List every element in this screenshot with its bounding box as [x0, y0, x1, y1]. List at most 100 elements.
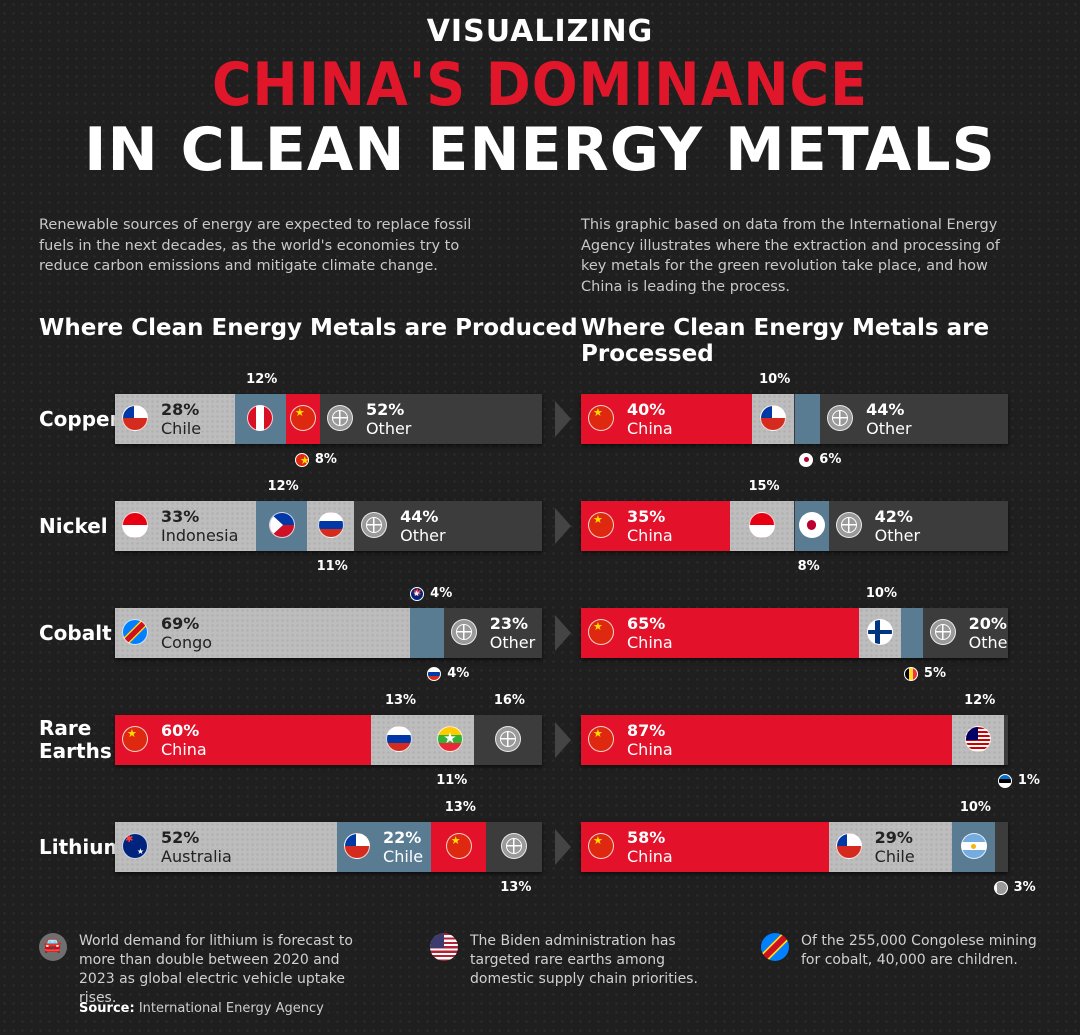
- outside-percent-label: 10%: [759, 372, 791, 387]
- globe-icon: [450, 619, 477, 645]
- segment-label: 29% Chile: [875, 828, 915, 866]
- segment-chile: 29% Chile: [828, 822, 953, 872]
- segment-malaysia: [952, 715, 1004, 765]
- china-flag-icon: [588, 833, 614, 859]
- segment-other: 44% Other: [820, 394, 1008, 444]
- globe-icon: [361, 512, 388, 538]
- segment-other: 23% Other: [443, 608, 542, 658]
- segment-china: 65%China: [581, 608, 859, 658]
- segment-estonia: [1003, 715, 1008, 765]
- segment-country: China: [627, 740, 673, 759]
- segment-country: Indonesia: [161, 526, 239, 545]
- segment-country: Other: [489, 633, 536, 652]
- china-flag-icon: [294, 452, 309, 467]
- segment-peru: [234, 394, 286, 444]
- segment-country: Chile: [874, 847, 915, 866]
- segment-argentina: [952, 822, 996, 872]
- russia-flag-icon: [385, 726, 412, 752]
- segment-belgium: [901, 608, 923, 658]
- fact-lithium: World demand for lithium is forecast to …: [79, 933, 353, 1006]
- outside-percent-label: 13%: [444, 800, 476, 815]
- segment-percent: 52%: [365, 400, 405, 419]
- source: Source: International Energy Agency: [79, 1001, 324, 1016]
- segment-percent: 40%: [627, 400, 666, 419]
- outside-percent-label: 10%: [959, 800, 991, 815]
- indonesia-flag-icon: [122, 512, 148, 538]
- row-arrow: [555, 615, 571, 651]
- segment-label: 65% China: [627, 614, 673, 652]
- row-arrow: [555, 401, 571, 437]
- outside-percent-label: 11%: [316, 559, 348, 574]
- globe-icon: [494, 726, 521, 752]
- segment-russia: [307, 501, 355, 551]
- segment-country: China: [627, 526, 673, 545]
- outside-percent-text: 8%: [314, 452, 337, 467]
- bar-rare-earths: 87%China: [581, 715, 1008, 765]
- globe-icon: [929, 619, 956, 645]
- outside-percent-label: 13%: [500, 880, 532, 895]
- pre-title: VISUALIZING: [426, 14, 654, 49]
- segment-country: China: [161, 740, 207, 759]
- chile-flag-icon: [122, 405, 148, 431]
- segment-country: China: [627, 633, 673, 652]
- outside-percent-label: 4%: [427, 666, 469, 681]
- segment-chile: 28% Chile: [115, 394, 235, 444]
- produced-title: Where Clean Energy Metals are Produced: [39, 315, 578, 341]
- segment-percent: 69%: [161, 614, 200, 633]
- segment-percent: 60%: [161, 721, 200, 740]
- fact-rare-earths: The Biden administration has targeted ra…: [470, 933, 698, 987]
- title-white: IN CLEAN ENERGY METALS: [84, 115, 996, 185]
- segment-label: 44% Other: [866, 400, 911, 438]
- outside-percent-text: 4%: [447, 666, 470, 681]
- fact-cobalt: Of the 255,000 Congolese mining for coba…: [801, 933, 1037, 968]
- chile-flag-icon: [760, 405, 787, 431]
- outside-percent-text: 1%: [1017, 773, 1040, 788]
- china-flag-icon: [289, 405, 316, 431]
- segment-chile: 22% Chile: [337, 822, 431, 872]
- intro-right: This graphic based on data from the Inte…: [581, 217, 1000, 295]
- globe-icon: [827, 405, 854, 431]
- segment-label: 60% China: [161, 721, 207, 759]
- peru-flag-icon: [247, 405, 274, 431]
- segment-percent: 22%: [383, 828, 422, 847]
- segment-label: 20%Other: [969, 614, 1008, 652]
- segment-china: 40%China: [581, 394, 752, 444]
- source-label: Source:: [79, 1001, 135, 1016]
- segment-label: 87% China: [627, 721, 673, 759]
- segment-label: 33% Indonesia: [161, 507, 238, 545]
- bar-cobalt: 65%China 20%Other: [581, 608, 1008, 658]
- segment-other: [473, 715, 542, 765]
- segment-label: 40% China: [627, 400, 673, 438]
- segment-japan: [794, 501, 829, 551]
- metal-label-3: Rare Earths: [39, 716, 112, 763]
- outside-percent-label: 4%: [410, 586, 452, 601]
- estonia-flag-icon: [997, 773, 1012, 788]
- segment-country: Other: [866, 419, 912, 438]
- segment-congo: 69% Congo: [115, 608, 410, 658]
- segment-country: Other: [400, 526, 446, 545]
- australia-flag-icon: [410, 586, 425, 601]
- australia-flag-icon: [122, 833, 148, 859]
- usa-flag-icon: [430, 933, 458, 961]
- segment-other: 42% Other: [828, 501, 1008, 551]
- outside-percent-label: 5%: [903, 666, 946, 681]
- metal-label-0: Copper: [39, 406, 120, 431]
- metal-label-1: Nickel: [39, 513, 108, 538]
- argentina-flag-icon: [960, 833, 987, 859]
- segment-percent: 58%: [627, 828, 666, 847]
- bar-cobalt: 69% Congo 23% Other: [115, 608, 542, 658]
- outside-percent-label: 1%: [997, 773, 1040, 788]
- bar-nickel: 33% Indonesia 44% Other: [115, 501, 542, 551]
- congo-flag-icon: [761, 933, 789, 961]
- china-flag-icon: [445, 833, 472, 859]
- segment-country: Chile: [383, 847, 424, 866]
- segment-other: [486, 822, 542, 872]
- bar-nickel: 35%China 42%Other: [581, 501, 1008, 551]
- segment-indonesia: [730, 501, 795, 551]
- belgium-flag-icon: [903, 666, 918, 681]
- outside-percent-label: 3%: [993, 880, 1036, 895]
- segment-chile: [751, 394, 795, 444]
- outside-percent-label: 10%: [865, 586, 898, 601]
- segment-label: 44% Other: [400, 507, 445, 545]
- segment-percent: 44%: [400, 507, 439, 526]
